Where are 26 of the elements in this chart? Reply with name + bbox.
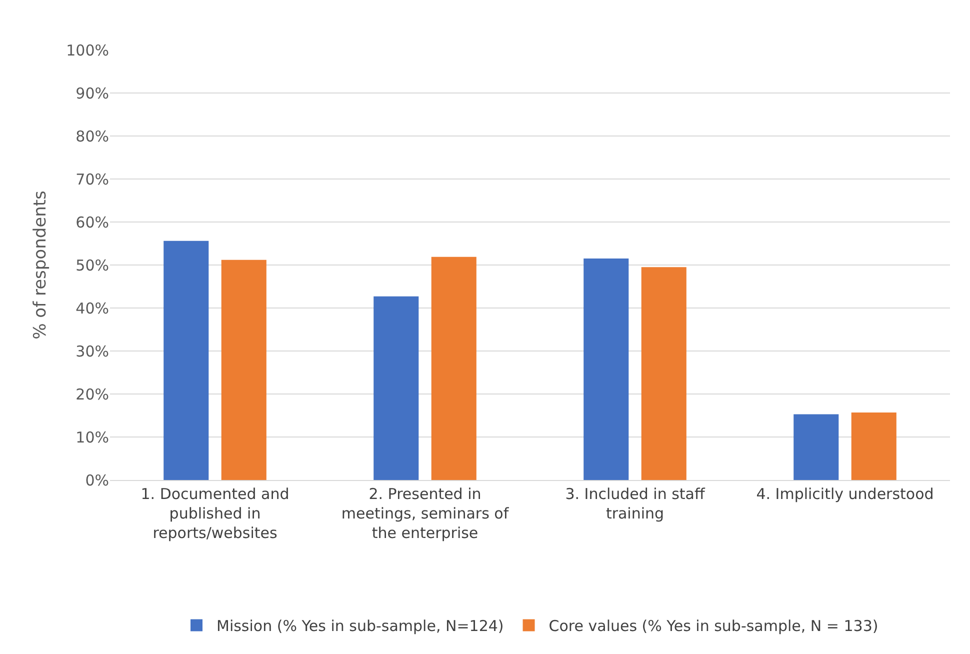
y-tick-label: 20% [76,385,109,404]
y-tick-label: 70% [76,170,109,188]
y-tick-label: 80% [76,127,109,146]
y-tick-label: 60% [76,213,109,232]
bar [584,258,629,480]
y-tick-label: 100% [66,41,109,60]
legend-label: Core values (% Yes in sub-sample, N = 133) [548,617,878,636]
y-tick-label: 0% [85,471,109,490]
bar [851,412,896,480]
x-tick-label: 2. Presented in meetings, seminars of the enterprise [341,485,510,542]
y-axis-title: % of respondents [30,190,51,340]
legend-label: Mission (% Yes in sub-sample, N=124) [216,617,504,636]
y-tick-label: 10% [76,428,109,446]
bar [641,267,686,480]
x-tick-label: 1. Documented and published in reports/websites [140,485,290,542]
bar [794,414,839,480]
bar [431,256,476,480]
y-tick-label: 50% [76,256,109,274]
y-tick-label: 90% [76,84,109,102]
y-tick-label: 40% [76,299,109,318]
y-tick-label: 30% [76,342,109,360]
bar [221,260,266,480]
x-tick-label: 3. Included in staff training [565,485,706,522]
x-tick-label: 4. Implicitly understood [756,485,934,503]
bar [374,296,419,480]
bar [164,240,209,480]
